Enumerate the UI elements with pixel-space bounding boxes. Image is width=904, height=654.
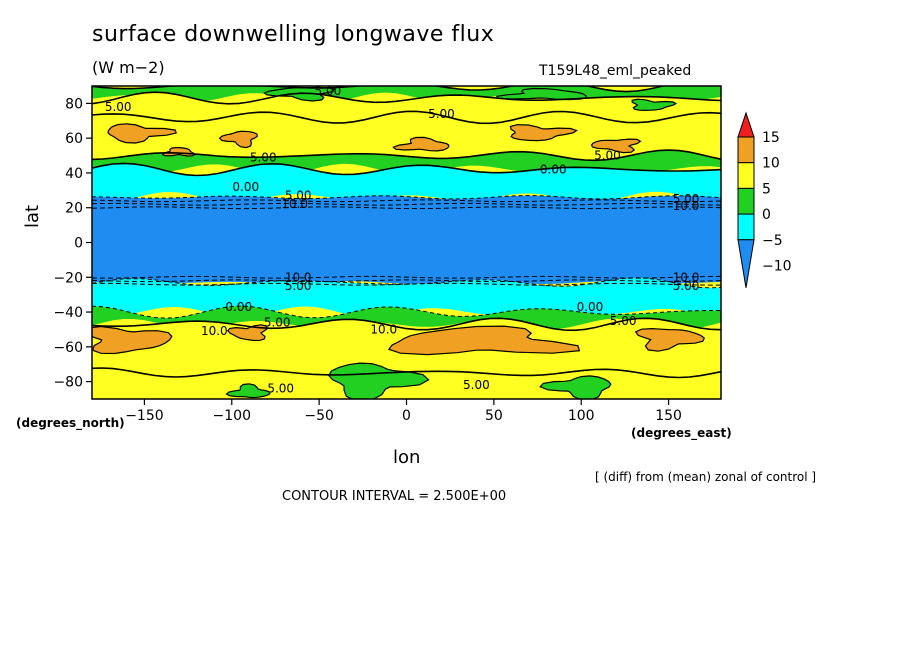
contour-label: 0.00 bbox=[540, 162, 567, 176]
contour-patch bbox=[107, 123, 177, 144]
y-tick-label: 40 bbox=[65, 166, 83, 182]
contour-label: 5.00 bbox=[105, 100, 132, 114]
contour-line bbox=[92, 317, 721, 332]
colorbar-label: −10 bbox=[762, 259, 792, 275]
contour-label: 5.00 bbox=[267, 382, 294, 396]
contour-label: 10.0 bbox=[201, 324, 228, 338]
colorbar-label: 15 bbox=[762, 130, 780, 146]
contour-label: 10.0 bbox=[673, 199, 700, 213]
colorbar-segment bbox=[737, 187, 755, 215]
contour-label: 5.00 bbox=[673, 279, 700, 293]
contour-label: 5.00 bbox=[428, 107, 455, 121]
y-tick-label: 20 bbox=[65, 201, 83, 217]
colorbar-label: 5 bbox=[762, 181, 771, 197]
contour-label: 5.00 bbox=[285, 279, 312, 293]
colorbar: 15 10 5 0 −5 −10 bbox=[737, 111, 792, 288]
x-unit-label: (degrees_east) bbox=[631, 426, 732, 440]
contour-patches bbox=[92, 86, 706, 399]
contour-label: 10.0 bbox=[673, 270, 700, 284]
contour-patch bbox=[225, 383, 271, 399]
x-tick-label: 100 bbox=[568, 408, 595, 424]
colorbar-segment bbox=[737, 162, 755, 189]
x-tick-label: 50 bbox=[485, 408, 503, 424]
contour-line-dashed bbox=[92, 279, 721, 283]
contour-label: 5.00 bbox=[673, 192, 700, 206]
zonal-band bbox=[92, 163, 721, 203]
contour-line-dashed bbox=[92, 206, 721, 210]
contour-label: 0.00 bbox=[577, 300, 604, 314]
contour-label: 10.0 bbox=[281, 197, 308, 211]
contour-patch bbox=[509, 124, 578, 142]
y-tick-label: −20 bbox=[53, 270, 83, 286]
x-axis-label: lon bbox=[393, 447, 421, 468]
contour-line-dashed bbox=[92, 275, 721, 279]
contour-patch bbox=[92, 325, 173, 355]
chart-units: (W m−2) bbox=[92, 58, 165, 77]
contour-line bbox=[92, 367, 721, 379]
contour-label: 0.00 bbox=[225, 300, 252, 314]
contour-patch bbox=[539, 375, 612, 399]
contour-line-dashed bbox=[92, 199, 721, 203]
x-axis-ticks: −150 −100 −50 0 50 100 150 bbox=[125, 399, 682, 424]
y-tick-label: 80 bbox=[65, 96, 83, 112]
y-tick-label: 60 bbox=[65, 131, 83, 147]
contour-patch bbox=[631, 98, 678, 112]
colorbar-segment bbox=[737, 136, 755, 164]
diff-note: [ (diff) from (mean) zonal of control ] bbox=[595, 470, 817, 484]
contour-patch bbox=[392, 136, 450, 152]
contour-label: 5.00 bbox=[463, 378, 490, 392]
x-tick-label: 0 bbox=[402, 408, 411, 424]
y-tick-label: −60 bbox=[53, 340, 83, 356]
x-tick-label: 150 bbox=[655, 408, 682, 424]
y-tick-label: 0 bbox=[74, 236, 83, 252]
colorbar-label: −5 bbox=[762, 233, 783, 249]
x-tick-label: −50 bbox=[304, 408, 334, 424]
colorbar-label: 0 bbox=[762, 207, 771, 223]
y-tick-label: −40 bbox=[53, 305, 83, 321]
chart-title: surface downwelling longwave flux bbox=[92, 22, 495, 47]
colorbar-segment bbox=[737, 213, 755, 241]
colorbar-label: 10 bbox=[762, 156, 780, 172]
contour-lines bbox=[92, 86, 721, 379]
contour-line bbox=[92, 86, 666, 93]
y-unit-label: (degrees_north) bbox=[16, 416, 125, 430]
contour-patch bbox=[227, 324, 268, 342]
x-tick-label: −150 bbox=[125, 408, 163, 424]
filled-contours bbox=[92, 86, 721, 399]
contour-line bbox=[92, 91, 721, 105]
run-id: T159L48_eml_peaked bbox=[539, 63, 692, 79]
colorbar-cap-top bbox=[737, 111, 755, 138]
contour-patch bbox=[634, 327, 706, 352]
contour-interval: CONTOUR INTERVAL = 2.500E+00 bbox=[282, 489, 507, 504]
zonal-band bbox=[92, 111, 721, 161]
contour-line-dashed bbox=[92, 202, 721, 206]
contour-line-dashed bbox=[92, 282, 721, 286]
contour-patch bbox=[387, 325, 581, 356]
contour-label: 5.00 bbox=[285, 189, 312, 203]
contour-line bbox=[92, 162, 721, 177]
y-axis-ticks: −80 −60 −40 −20 0 20 40 60 80 bbox=[53, 96, 92, 391]
contour-patch bbox=[590, 138, 642, 154]
contour-label: 10.0 bbox=[285, 270, 312, 284]
contour-label: 0.00 bbox=[232, 180, 259, 194]
contour-label: 5.00 bbox=[315, 84, 342, 98]
contour-label: 5.00 bbox=[594, 149, 621, 163]
contour-line bbox=[92, 110, 721, 125]
contour-patch bbox=[218, 130, 258, 149]
contour-label: 5.00 bbox=[264, 315, 291, 329]
contour-label: 5.00 bbox=[250, 150, 277, 164]
colorbar-cap-bottom bbox=[737, 239, 755, 288]
zonal-band bbox=[92, 306, 721, 330]
x-tick-label: −100 bbox=[213, 408, 251, 424]
contour-line bbox=[92, 149, 721, 162]
contour-label: 5.00 bbox=[610, 314, 637, 328]
zonal-band bbox=[92, 195, 721, 284]
contour-line bbox=[92, 305, 721, 319]
y-tick-label: −80 bbox=[53, 375, 83, 391]
contour-label: 10.0 bbox=[370, 322, 397, 336]
